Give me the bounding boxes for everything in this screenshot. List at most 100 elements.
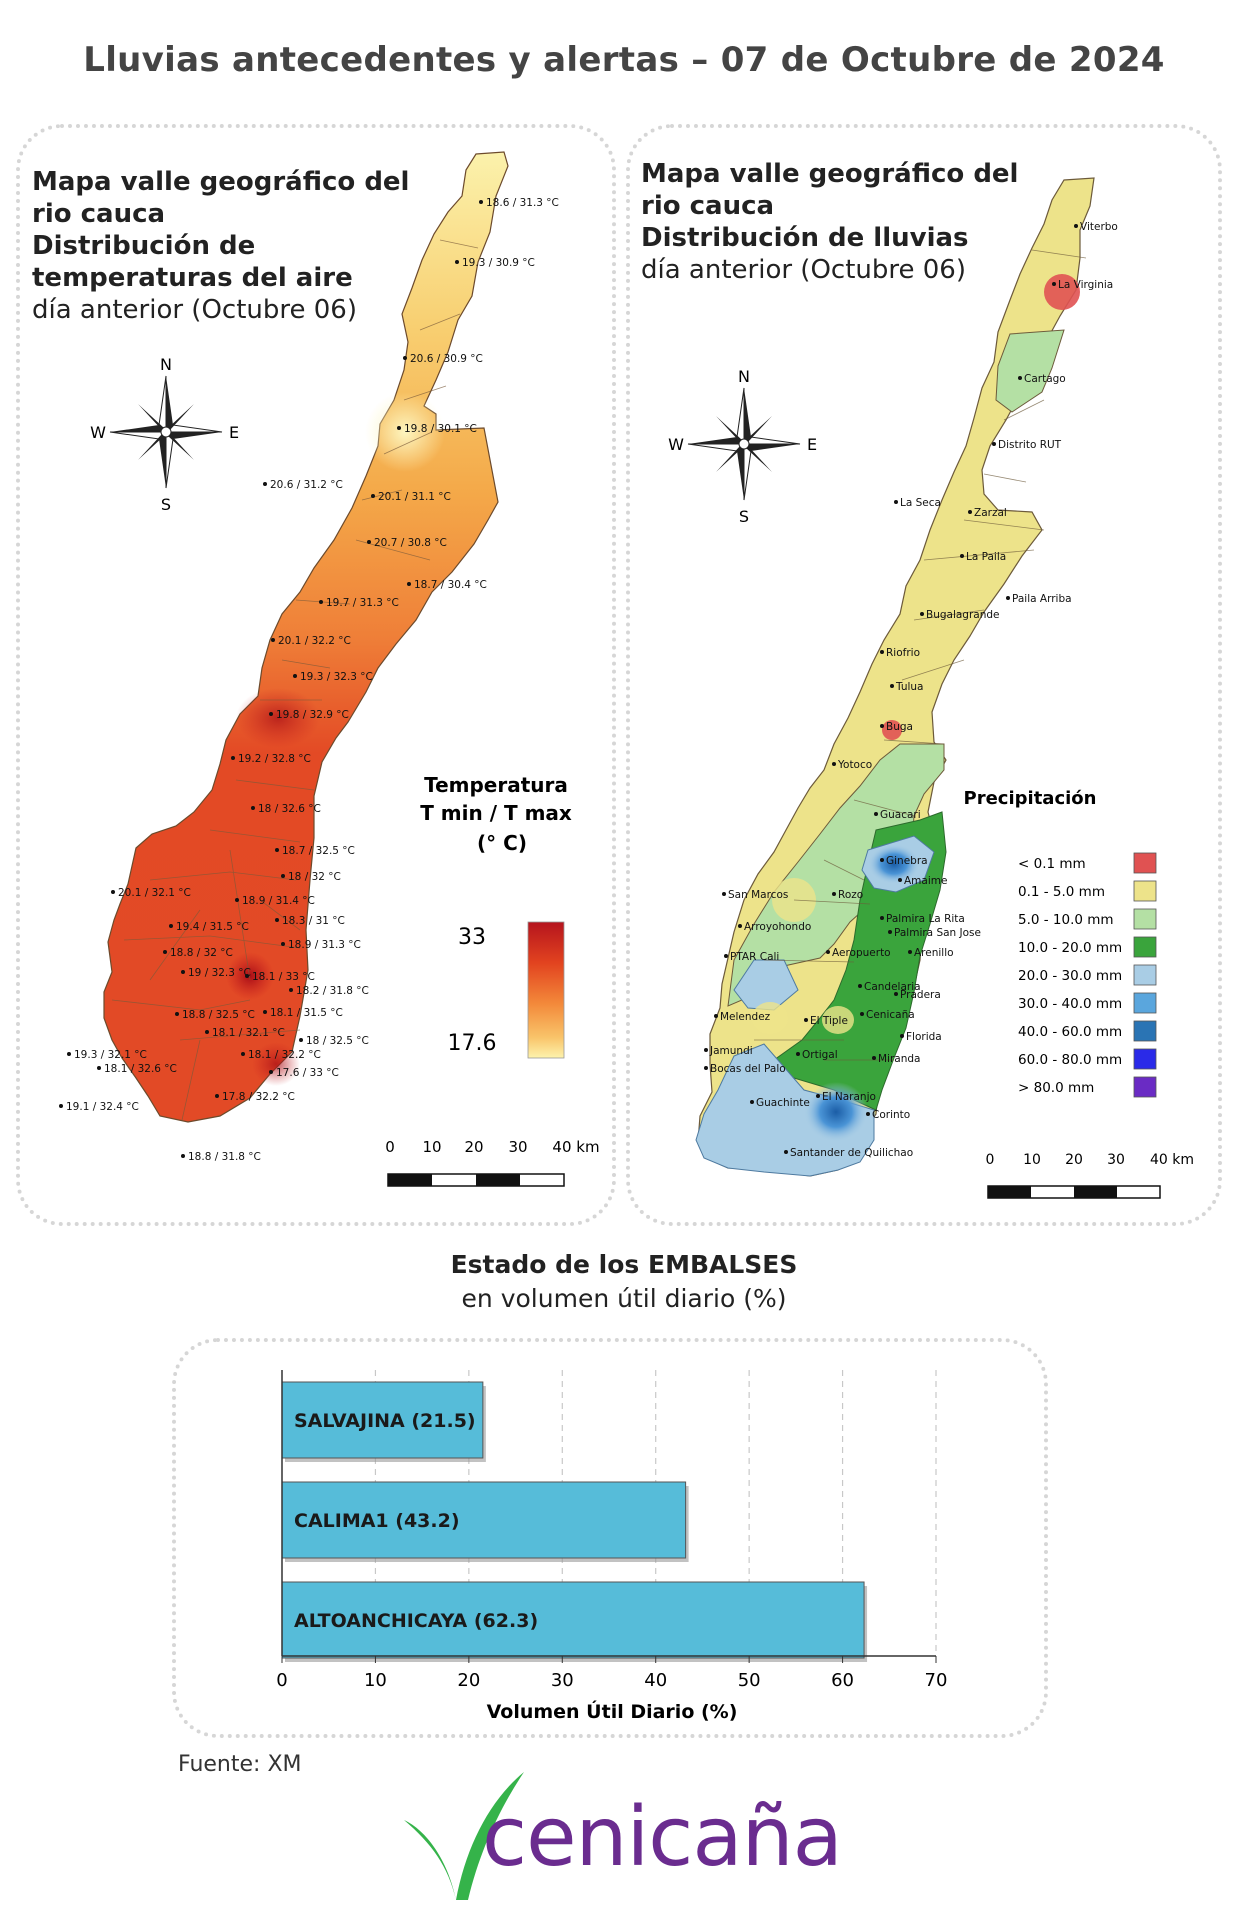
rain-station-point	[738, 924, 742, 928]
rain-station-label: Palmira La Rita	[886, 913, 965, 925]
rain-station-label: Candelaria	[864, 981, 921, 993]
cenicana-logo-icon	[404, 1772, 524, 1900]
rain-title-line2: rio cauca	[641, 191, 775, 221]
rain-station-label: Yotoco	[837, 759, 872, 771]
rain-compass-rose-icon: N S E W	[668, 367, 817, 526]
station-point	[299, 1038, 303, 1042]
station-point	[403, 356, 407, 360]
temperature-label: 18.9 / 31.3 °C	[288, 939, 361, 951]
temp-legend-title: Temperatura	[424, 773, 568, 797]
bar	[281, 1481, 687, 1559]
rain-legend: < 0.1 mm 0.1 - 5.0 mm 5.0 - 10.0 mm 10.0 - …	[1018, 852, 1157, 1098]
bar-label: ALTOANCHICAYA (62.3)	[294, 1610, 538, 1632]
bar	[281, 1381, 484, 1459]
temperature-labels: 18.6 / 31.3 °C 19.3 / 30.9 °C 20.6 / 30.9 …	[59, 197, 559, 1163]
rain-station-point	[860, 1012, 864, 1016]
rain-station-point	[898, 878, 902, 882]
rain-station-label: Rozo	[838, 889, 863, 901]
temp-title-line1: Mapa valle geográfico del	[32, 167, 410, 197]
rain-subtitle: día anterior (Octubre 06)	[641, 255, 966, 285]
station-point	[293, 674, 297, 678]
svg-text:N: N	[738, 367, 750, 386]
rain-station-label: Cartago	[1024, 373, 1066, 385]
temp-title-line3: Distribución de	[32, 231, 256, 261]
bar-label: SALVAJINA (21.5)	[294, 1410, 476, 1432]
rain-station-point	[714, 1014, 718, 1018]
rain-station-label: Amaime	[904, 875, 947, 887]
station-point	[169, 924, 173, 928]
rain-station-point	[784, 1150, 788, 1154]
rain-station-point	[704, 1048, 708, 1052]
rain-station-point	[832, 892, 836, 896]
x-tick-label: 30	[551, 1670, 574, 1691]
temp-legend-colorbar	[527, 921, 565, 1059]
rain-map-panel	[626, 124, 1222, 1226]
station-point	[59, 1104, 63, 1108]
svg-text:0: 0	[986, 1152, 995, 1168]
rain-station-label: Arenillo	[914, 947, 954, 959]
reservoirs-subtitle: en volumen útil diario (%)	[461, 1284, 787, 1313]
station-point	[271, 638, 275, 642]
svg-text:30: 30	[1107, 1152, 1125, 1168]
rain-station-point	[866, 1112, 870, 1116]
temperature-label: 19.3 / 32.3 °C	[300, 671, 373, 683]
x-tick-label: 0	[276, 1670, 287, 1691]
rain-station-point	[858, 984, 862, 988]
bar-label: CALIMA1 (43.2)	[294, 1510, 460, 1532]
rain-station-label: San Marcos	[728, 889, 788, 901]
svg-text:0: 0	[385, 1138, 395, 1156]
temperature-label: 18.2 / 31.8 °C	[296, 985, 369, 997]
svg-text:S: S	[161, 495, 171, 514]
temperature-label: 19.1 / 32.4 °C	[66, 1101, 139, 1113]
station-point	[371, 494, 375, 498]
station-point	[367, 540, 371, 544]
temperature-label: 18.6 / 31.3 °C	[486, 197, 559, 209]
rain-station-point	[968, 510, 972, 514]
compass-rose-icon: N S E W	[90, 355, 239, 514]
station-point	[281, 942, 285, 946]
rain-station-label: Guachinte	[756, 1097, 810, 1109]
rain-station-point	[750, 1100, 754, 1104]
rain-station-label: Jamundi	[709, 1045, 753, 1057]
station-point	[281, 874, 285, 878]
rain-station-point	[880, 724, 884, 728]
rain-station-label: Palmira San Jose	[894, 927, 981, 939]
x-tick-label: 40	[644, 1670, 667, 1691]
rain-station-point	[880, 650, 884, 654]
temperature-label: 19.8 / 30.1 °C	[404, 423, 477, 435]
red-dot-buga	[882, 720, 902, 740]
temp-title-line2: rio cauca	[32, 199, 166, 229]
station-point	[289, 988, 293, 992]
rain-station-label: Ortigal	[802, 1049, 838, 1061]
rain-station-point	[826, 950, 830, 954]
rain-station-point	[874, 812, 878, 816]
rain-station-label: Distrito RUT	[998, 439, 1062, 451]
rain-legend-label: < 0.1 mm	[1018, 856, 1086, 872]
reservoirs-heading: Estado de los EMBALSES en volumen útil d…	[0, 1248, 1248, 1316]
svg-text:E: E	[807, 435, 817, 454]
temperature-label: 18.9 / 31.4 °C	[242, 895, 315, 907]
station-point	[319, 600, 323, 604]
station-point	[215, 1094, 219, 1098]
rain-legend-label: 10.0 - 20.0 mm	[1018, 940, 1122, 956]
temperature-label: 20.6 / 31.2 °C	[270, 479, 343, 491]
rain-station-label: Bugalagrande	[926, 609, 1000, 621]
station-point	[263, 1010, 267, 1014]
station-point	[397, 426, 401, 430]
station-point	[479, 200, 483, 204]
temp-legend-unit: (° C)	[477, 831, 527, 855]
rain-station-point	[880, 916, 884, 920]
rain-legend-swatch	[1133, 908, 1157, 930]
rain-legend-swatch	[1133, 992, 1157, 1014]
rain-station-point	[894, 992, 898, 996]
station-point	[407, 582, 411, 586]
station-point	[251, 806, 255, 810]
svg-text:10: 10	[422, 1138, 441, 1156]
rain-station-point	[890, 684, 894, 688]
temperature-label: 20.1 / 32.2 °C	[278, 635, 351, 647]
page-title: Lluvias antecedentes y alertas – 07 de O…	[83, 40, 1165, 80]
temp-legend-min: 17.6	[448, 1031, 497, 1056]
rain-legend-label: 5.0 - 10.0 mm	[1018, 912, 1114, 928]
station-point	[205, 1030, 209, 1034]
station-point	[97, 1066, 101, 1070]
